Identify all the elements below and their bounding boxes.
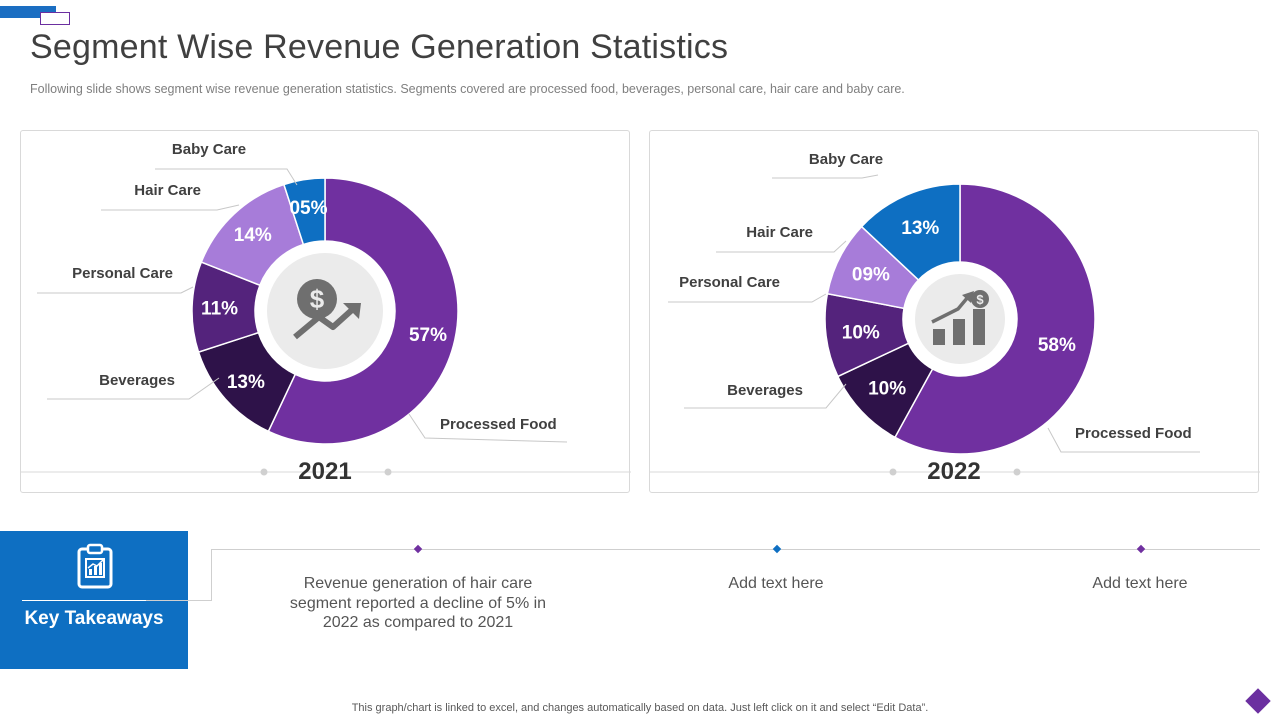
clipboard-chart-icon <box>77 543 113 589</box>
category-label: Processed Food <box>440 416 557 433</box>
page-subtitle: Following slide shows segment wise reven… <box>30 82 905 96</box>
leader-line <box>101 204 240 211</box>
leader-line <box>37 286 194 294</box>
takeaway-marker <box>413 544 423 554</box>
page-title: Segment Wise Revenue Generation Statisti… <box>30 28 729 66</box>
takeaway-timeline <box>212 549 1260 550</box>
corner-accent-box <box>40 12 70 25</box>
bar-chart-growth-icon: $ <box>931 290 989 345</box>
slice-value-label: 13% <box>227 372 265 393</box>
category-label: Hair Care <box>134 182 201 199</box>
leader-line <box>772 174 879 179</box>
takeaway-connector <box>146 600 212 601</box>
chart-panel-2022[interactable]: 58% Processed Food 10% Beverages 10% Personal… <box>649 130 1260 494</box>
key-takeaways-label: Key Takeaways <box>24 608 164 629</box>
chart-year-label-2022: 2022 <box>927 458 981 485</box>
category-label: Personal Care <box>679 274 780 291</box>
slice-value-label: 58% <box>1038 335 1076 356</box>
leader-line <box>1047 427 1200 453</box>
category-label: Hair Care <box>746 224 813 241</box>
takeaway-connector <box>211 549 212 601</box>
slice-value-label: 10% <box>842 323 880 344</box>
slice-value-label: 11% <box>201 299 238 320</box>
category-label: Beverages <box>727 382 803 399</box>
chart-year-label-2021: 2021 <box>298 458 352 485</box>
takeaway-text-1[interactable]: Revenue generation of hair care segment … <box>289 575 547 631</box>
category-label: Beverages <box>99 372 175 389</box>
dollar-growth-icon: $ <box>293 279 361 340</box>
donut-chart-2021[interactable]: 57% Processed Food 13% Beverages 11% Personal… <box>21 131 631 494</box>
divider-dot <box>260 468 268 476</box>
takeaway-marker <box>772 544 782 554</box>
leader-line <box>155 168 298 186</box>
slice-value-label: 14% <box>234 225 272 246</box>
category-label: Baby Care <box>809 151 883 168</box>
divider-dot <box>1013 468 1021 476</box>
takeaway-text-2[interactable]: Add text here <box>728 575 824 592</box>
leader-line <box>668 293 827 303</box>
divider-dot <box>384 468 392 476</box>
svg-text:$: $ <box>976 292 984 307</box>
category-label: Processed Food <box>1075 425 1192 442</box>
slice-value-label: 13% <box>901 218 939 239</box>
divider-dot <box>889 468 897 476</box>
leader-line <box>684 383 847 409</box>
takeaway-marker <box>1136 544 1146 554</box>
category-label: Baby Care <box>172 141 246 158</box>
leader-line <box>408 413 568 443</box>
key-takeaways-divider <box>22 600 146 601</box>
slice-value-label: 09% <box>852 265 890 286</box>
footer-note: This graph/chart is linked to excel, and… <box>351 702 929 714</box>
slice-value-label: 57% <box>409 325 447 346</box>
category-label: Personal Care <box>72 265 173 282</box>
chart-panel-2021[interactable]: 57% Processed Food 13% Beverages 11% Personal… <box>20 130 631 494</box>
slice-value-label: 05% <box>289 198 327 219</box>
takeaway-text-3[interactable]: Add text here <box>1092 575 1188 592</box>
leader-line <box>716 240 847 253</box>
svg-text:$: $ <box>310 284 325 314</box>
leader-line <box>47 377 220 400</box>
donut-chart-2022[interactable]: 58% Processed Food 10% Beverages 10% Personal… <box>650 131 1260 494</box>
slice-value-label: 10% <box>868 378 906 399</box>
